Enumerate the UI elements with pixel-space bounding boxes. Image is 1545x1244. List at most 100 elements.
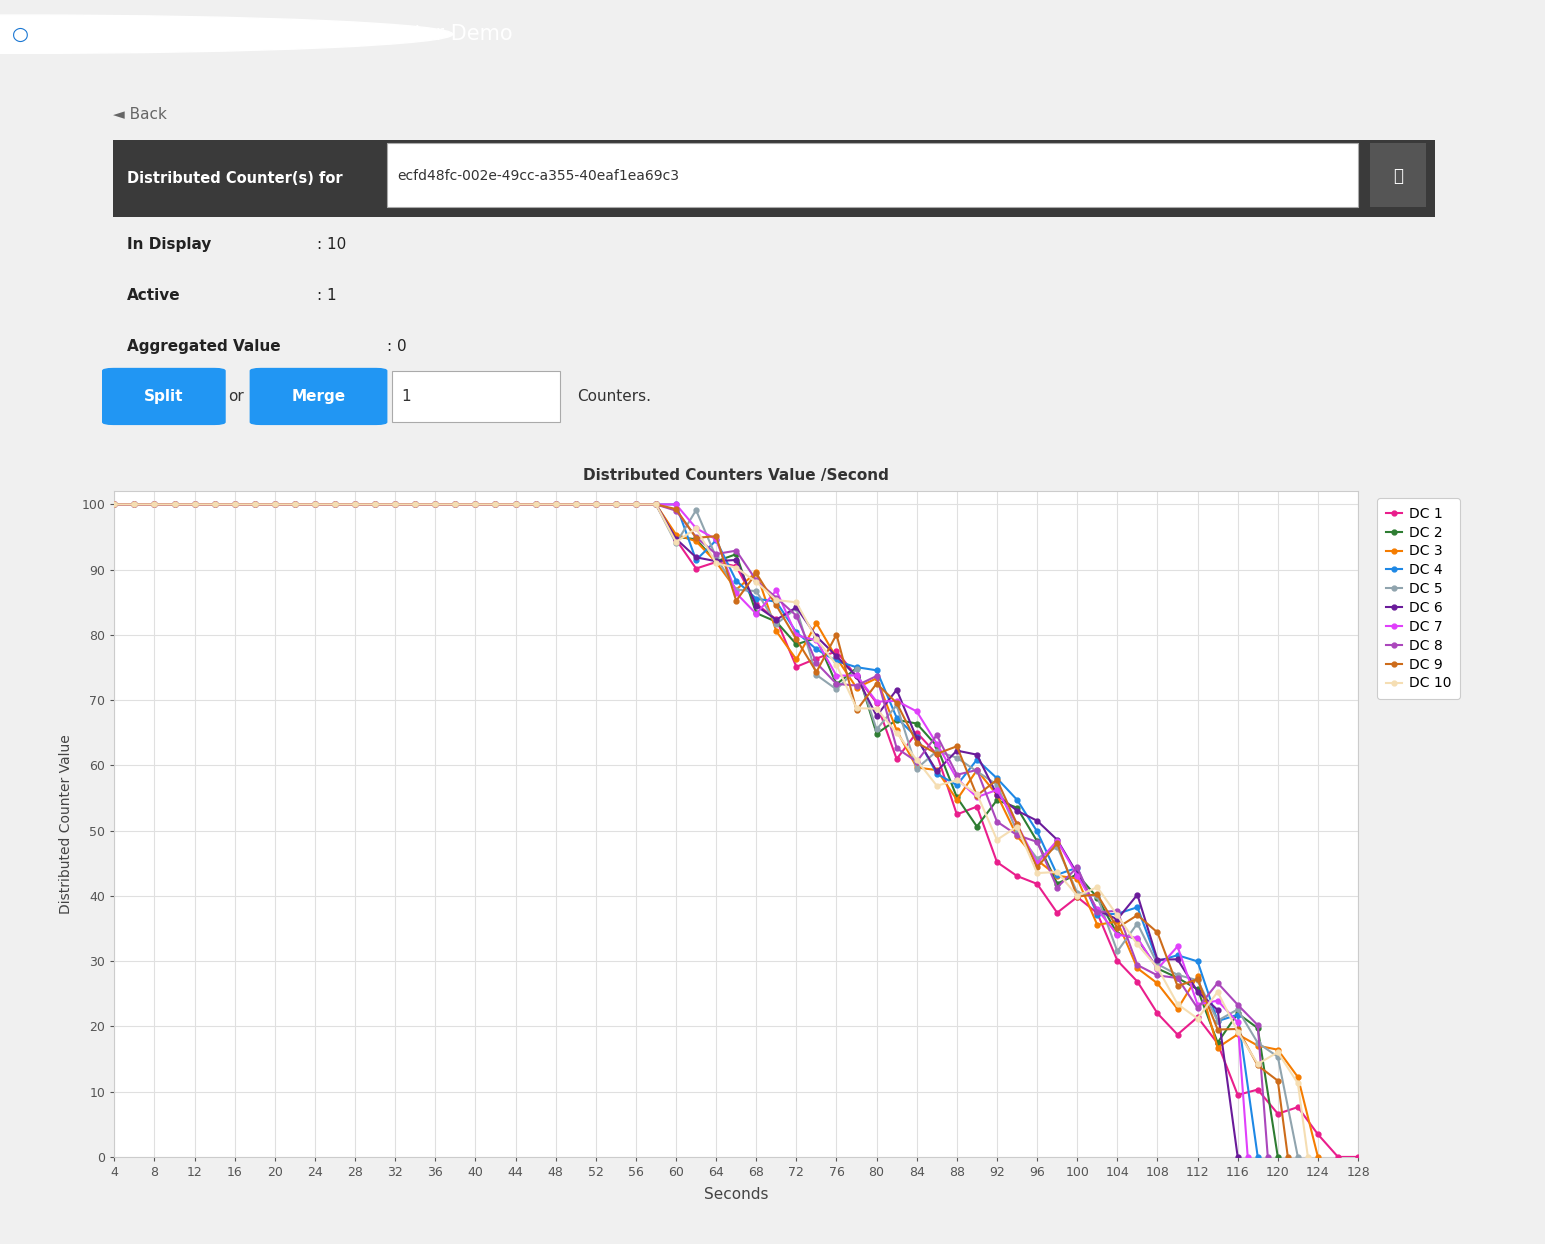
X-axis label: Seconds: Seconds [705, 1187, 768, 1202]
Line: DC 2: DC 2 [111, 503, 1281, 1159]
Line: DC 5: DC 5 [111, 503, 1301, 1159]
Text: Azure Cosmos DB: Distributed Counter Demo: Azure Cosmos DB: Distributed Counter Dem… [40, 24, 513, 45]
DC 1 [447, 496, 465, 511]
Text: In Display: In Display [127, 236, 212, 251]
DC 1 [688, 561, 706, 576]
DC 1 [1309, 1127, 1327, 1142]
DC 10 [827, 657, 845, 672]
DC 4 [1248, 1149, 1267, 1164]
FancyBboxPatch shape [388, 143, 1358, 208]
DC 5 [306, 496, 324, 511]
DC 6 [105, 496, 124, 511]
DC 8 [286, 496, 304, 511]
DC 10 [386, 496, 405, 511]
DC 1 [105, 496, 124, 511]
Text: Split: Split [144, 389, 184, 404]
Legend: DC 1, DC 2, DC 3, DC 4, DC 5, DC 6, DC 7, DC 8, DC 9, DC 10: DC 1, DC 2, DC 3, DC 4, DC 5, DC 6, DC 7… [1378, 499, 1460, 699]
Text: Distributed Counter(s) for: Distributed Counter(s) for [127, 170, 343, 185]
DC 8 [708, 546, 726, 561]
DC 2 [708, 554, 726, 569]
DC 6 [145, 496, 164, 511]
DC 1 [967, 799, 986, 814]
FancyBboxPatch shape [391, 371, 561, 422]
DC 2 [226, 496, 244, 511]
Text: 1: 1 [402, 389, 411, 404]
Text: : 1: : 1 [317, 289, 337, 304]
DC 8 [145, 496, 164, 511]
Text: : 0: : 0 [388, 340, 406, 355]
DC 5 [847, 662, 865, 677]
DC 6 [867, 709, 885, 724]
DC 4 [1208, 1014, 1227, 1029]
Text: Merge: Merge [292, 389, 346, 404]
DC 5 [487, 496, 505, 511]
DC 8 [1259, 1149, 1278, 1164]
DC 7 [947, 771, 966, 786]
DC 4 [1068, 860, 1086, 875]
DC 9 [105, 496, 124, 511]
DC 10 [746, 575, 765, 590]
DC 7 [1208, 993, 1227, 1008]
DC 1 [1329, 1149, 1347, 1164]
DC 9 [306, 496, 324, 511]
Text: ◄ Back: ◄ Back [113, 107, 167, 122]
DC 7 [105, 496, 124, 511]
Text: ecfd48fc-002e-49cc-a355-40eaf1ea69c3: ecfd48fc-002e-49cc-a355-40eaf1ea69c3 [397, 169, 680, 183]
DC 2 [947, 790, 966, 805]
DC 8 [947, 768, 966, 782]
Line: DC 3: DC 3 [111, 503, 1321, 1159]
DC 6 [406, 496, 425, 511]
DC 9 [847, 703, 865, 718]
DC 3 [1148, 975, 1166, 990]
DC 7 [386, 496, 405, 511]
DC 3 [746, 565, 765, 580]
DC 1 [728, 559, 746, 573]
DC 2 [286, 496, 304, 511]
DC 3 [527, 496, 545, 511]
DC 6 [887, 682, 905, 697]
DC 8 [105, 496, 124, 511]
Text: : 10: : 10 [317, 236, 346, 251]
DC 3 [827, 651, 845, 666]
DC 4 [366, 496, 385, 511]
DC 10 [1148, 960, 1166, 975]
DC 3 [346, 496, 365, 511]
DC 3 [1309, 1149, 1327, 1164]
Text: ⧉: ⧉ [1394, 167, 1403, 185]
Line: DC 7: DC 7 [111, 503, 1250, 1159]
DC 3 [386, 496, 405, 511]
Title: Distributed Counters Value /Second: Distributed Counters Value /Second [584, 468, 888, 483]
DC 6 [1228, 1149, 1247, 1164]
DC 8 [406, 496, 425, 511]
DC 9 [447, 496, 465, 511]
Text: ○: ○ [11, 25, 29, 44]
DC 7 [1068, 868, 1086, 883]
DC 5 [507, 496, 525, 511]
DC 1 [1349, 1149, 1367, 1164]
DC 1 [487, 496, 505, 511]
DC 4 [947, 778, 966, 792]
DC 4 [386, 496, 405, 511]
DC 5 [447, 496, 465, 511]
DC 2 [1268, 1149, 1287, 1164]
DC 10 [1299, 1149, 1318, 1164]
DC 2 [406, 496, 425, 511]
DC 5 [105, 496, 124, 511]
DC 7 [867, 694, 885, 709]
Line: DC 6: DC 6 [111, 503, 1241, 1159]
DC 4 [105, 496, 124, 511]
DC 7 [1239, 1149, 1258, 1164]
DC 2 [105, 496, 124, 511]
DC 9 [487, 496, 505, 511]
FancyBboxPatch shape [102, 368, 226, 425]
DC 8 [226, 496, 244, 511]
DC 7 [366, 496, 385, 511]
Circle shape [0, 15, 453, 53]
DC 2 [145, 496, 164, 511]
DC 9 [507, 496, 525, 511]
DC 10 [527, 496, 545, 511]
Y-axis label: Distributed Counter Value: Distributed Counter Value [59, 734, 73, 914]
DC 5 [406, 496, 425, 511]
DC 10 [105, 496, 124, 511]
Line: DC 1: DC 1 [111, 503, 1361, 1159]
